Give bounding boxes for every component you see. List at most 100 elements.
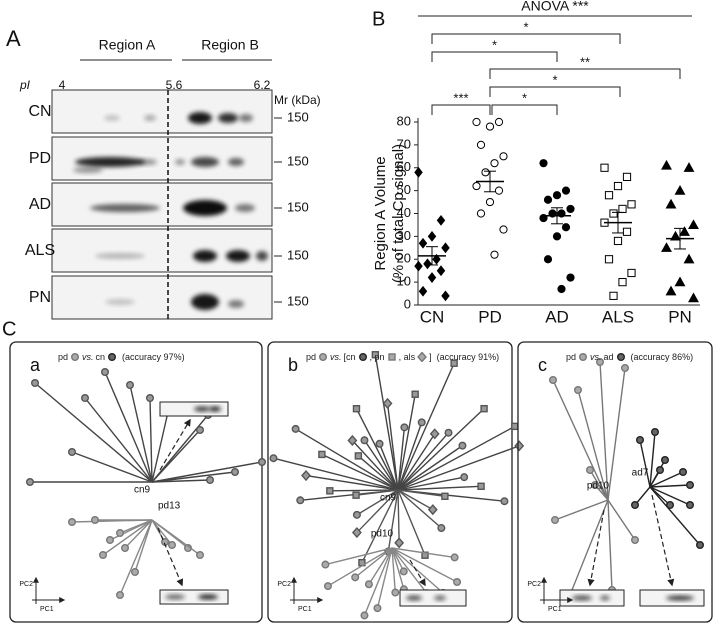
network-node [444, 428, 453, 437]
network-edge [351, 440, 399, 491]
network-node [631, 536, 640, 545]
network-node [321, 560, 330, 569]
dashed-arrow [157, 527, 184, 587]
network-node [596, 358, 605, 367]
significance-label: * [552, 72, 557, 87]
data-point [688, 292, 699, 303]
network-node [115, 529, 124, 538]
network-node [421, 551, 429, 559]
network-edge [129, 384, 153, 483]
network-edge [119, 519, 153, 596]
data-point [472, 181, 481, 191]
network-node [387, 353, 396, 361]
network-edge [368, 547, 393, 585]
network-node [636, 436, 645, 445]
network-edge [599, 361, 609, 501]
pi-tick: 5.6 [166, 78, 183, 92]
network-edge [391, 547, 458, 583]
data-point [436, 214, 446, 226]
network-edge [357, 455, 399, 491]
network-node [399, 567, 408, 576]
network-edge [397, 408, 485, 491]
data-point [427, 230, 437, 242]
blot-band [191, 294, 219, 310]
region-label: Region B [201, 37, 259, 53]
legend-text: (accuracy 86%) [630, 352, 694, 362]
network-edge [607, 367, 626, 501]
blot-band [193, 250, 217, 262]
row-label: AD [29, 196, 51, 213]
network-node [437, 524, 446, 533]
data-point [566, 204, 575, 214]
network-edge [397, 425, 516, 491]
legend-text: (accuracy 97%) [122, 352, 185, 362]
network-edge [607, 499, 613, 591]
pc-label: PC2 [527, 581, 541, 588]
significance-bracket [431, 51, 558, 62]
network-edge [149, 397, 153, 483]
node-label: cn9 [134, 485, 151, 496]
network-node [621, 364, 630, 373]
blot-band [175, 159, 185, 165]
network-node [371, 351, 380, 359]
network-node [67, 518, 76, 527]
network-node [480, 404, 488, 413]
blot-row [51, 136, 273, 181]
data-point [476, 209, 486, 218]
y-tick-label: 80 [397, 113, 411, 128]
legend-text: vs. [82, 352, 94, 362]
network-node [651, 428, 660, 437]
node-label: pd13 [158, 501, 181, 512]
network-edge [327, 547, 393, 587]
network-edge [355, 489, 399, 496]
data-point [600, 163, 609, 172]
network-edge [397, 362, 455, 491]
network-edge [397, 489, 434, 511]
network-node [26, 478, 35, 487]
network-node [549, 376, 558, 385]
network-node [656, 466, 665, 475]
network-node [514, 440, 525, 452]
legend-text: cn [95, 352, 106, 362]
network-edge [34, 382, 153, 483]
significance-label: * [523, 19, 528, 34]
blot-band [218, 113, 238, 123]
data-point [604, 191, 614, 200]
network-node [429, 428, 440, 440]
data-point [622, 172, 632, 182]
blot-row [51, 89, 273, 134]
dashed-arrow [159, 418, 191, 471]
data-point [674, 185, 686, 195]
network-node [352, 510, 361, 519]
legend-icon [319, 353, 328, 361]
network-node [417, 352, 428, 362]
network-edge [354, 547, 393, 578]
data-point [441, 290, 450, 302]
network-node [382, 397, 393, 409]
network-node [579, 353, 588, 361]
blot-band [105, 299, 135, 305]
blot-band [144, 115, 156, 121]
y-tick-label: 50 [397, 182, 411, 197]
network-edge [273, 457, 399, 491]
network-edge [649, 486, 691, 506]
inset-band [194, 406, 210, 412]
data-point [414, 260, 423, 272]
network-edge [607, 499, 636, 541]
data-point [683, 162, 695, 172]
network-edge [397, 489, 426, 556]
network-node [696, 541, 705, 550]
data-point [436, 265, 446, 277]
network-node [269, 454, 278, 463]
network-edge [397, 445, 463, 491]
network-node [427, 504, 438, 516]
inset-band [209, 406, 221, 412]
network-node [195, 551, 204, 560]
network-edge [124, 519, 153, 549]
network-node [460, 473, 469, 482]
data-point [552, 232, 562, 241]
network-edge [397, 485, 482, 491]
network-node [686, 501, 695, 510]
network-node [71, 353, 80, 361]
network-edge [391, 547, 405, 572]
